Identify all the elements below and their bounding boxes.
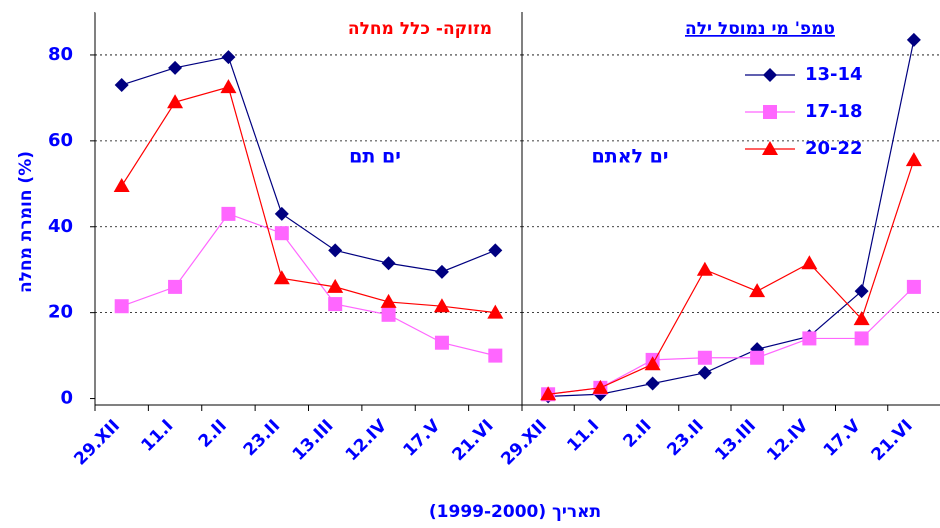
x-tick-label: 2.II [620, 416, 656, 452]
marker [488, 348, 503, 363]
panel-title: טמפ' מי נמוסל ילה [685, 19, 835, 39]
x-tick-label: 13.III [711, 416, 760, 465]
marker [750, 350, 765, 365]
x-tick-label: 21.VI [868, 416, 917, 465]
marker [854, 284, 869, 299]
marker [168, 60, 183, 75]
series-line [121, 56, 496, 273]
x-tick-label: 23.II [663, 416, 707, 460]
marker [221, 50, 236, 65]
marker [221, 206, 236, 221]
series-line [121, 213, 496, 357]
marker [167, 94, 184, 109]
x-tick-label: 13.III [289, 416, 338, 465]
marker [273, 270, 290, 285]
x-tick-label: 12.IV [342, 415, 392, 465]
marker [487, 304, 504, 319]
marker [114, 299, 129, 314]
marker [168, 279, 183, 294]
x-tick-label: 29.XII [70, 416, 124, 470]
x-tick-label: 11.I [563, 416, 603, 456]
x-tick-label: 17.V [400, 415, 445, 460]
marker [488, 243, 503, 258]
marker [274, 206, 289, 221]
y-axis-label: חומרת מחלה (%) [16, 151, 36, 293]
marker [802, 331, 817, 346]
marker [327, 278, 344, 293]
marker [274, 226, 289, 241]
marker [113, 177, 130, 192]
series-line [121, 86, 496, 314]
annotation: ים תם [349, 146, 401, 168]
x-tick-label: 2.II [195, 416, 231, 452]
marker [854, 331, 869, 346]
marker [434, 335, 449, 350]
marker [328, 297, 343, 312]
marker [645, 376, 660, 391]
marker [763, 105, 777, 119]
marker [434, 264, 449, 279]
x-tick-label: 29.XII [497, 416, 551, 470]
x-axis-label: תאריך (1999-2000) [429, 502, 601, 522]
marker [696, 261, 713, 276]
marker [220, 79, 237, 94]
marker [749, 283, 766, 298]
y-tick-label: 20 [48, 302, 73, 323]
marker [380, 293, 397, 308]
y-tick-label: 60 [48, 130, 73, 151]
y-tick-label: 80 [48, 44, 73, 65]
x-tick-label: 11.I [138, 416, 178, 456]
legend-label: 13-14 [805, 64, 863, 85]
marker [644, 356, 661, 371]
marker [381, 256, 396, 271]
marker [905, 152, 922, 167]
marker [763, 68, 777, 82]
x-tick-label: 23.II [240, 416, 284, 460]
legend-label: 17-18 [805, 101, 863, 122]
marker [762, 141, 778, 155]
y-tick-label: 0 [60, 388, 73, 409]
panel-title: מזוקה- כלל מחלה [348, 19, 492, 39]
legend-label: 20-22 [805, 138, 863, 159]
marker [801, 255, 818, 270]
marker [853, 311, 870, 326]
marker [381, 307, 396, 322]
series-line [548, 159, 915, 395]
marker [328, 243, 343, 258]
annotation: ים לאתם [592, 146, 669, 168]
marker [906, 279, 921, 294]
x-tick-label: 17.V [820, 415, 865, 460]
marker [114, 78, 129, 93]
marker [697, 365, 712, 380]
x-tick-label: 21.VI [448, 416, 497, 465]
series-line [548, 286, 915, 395]
y-tick-label: 40 [48, 216, 73, 237]
marker [697, 350, 712, 365]
marker [906, 32, 921, 47]
marker [540, 386, 557, 401]
marker [433, 298, 450, 313]
series-line [548, 39, 915, 398]
x-tick-label: 12.IV [763, 415, 813, 465]
marker [592, 379, 609, 394]
